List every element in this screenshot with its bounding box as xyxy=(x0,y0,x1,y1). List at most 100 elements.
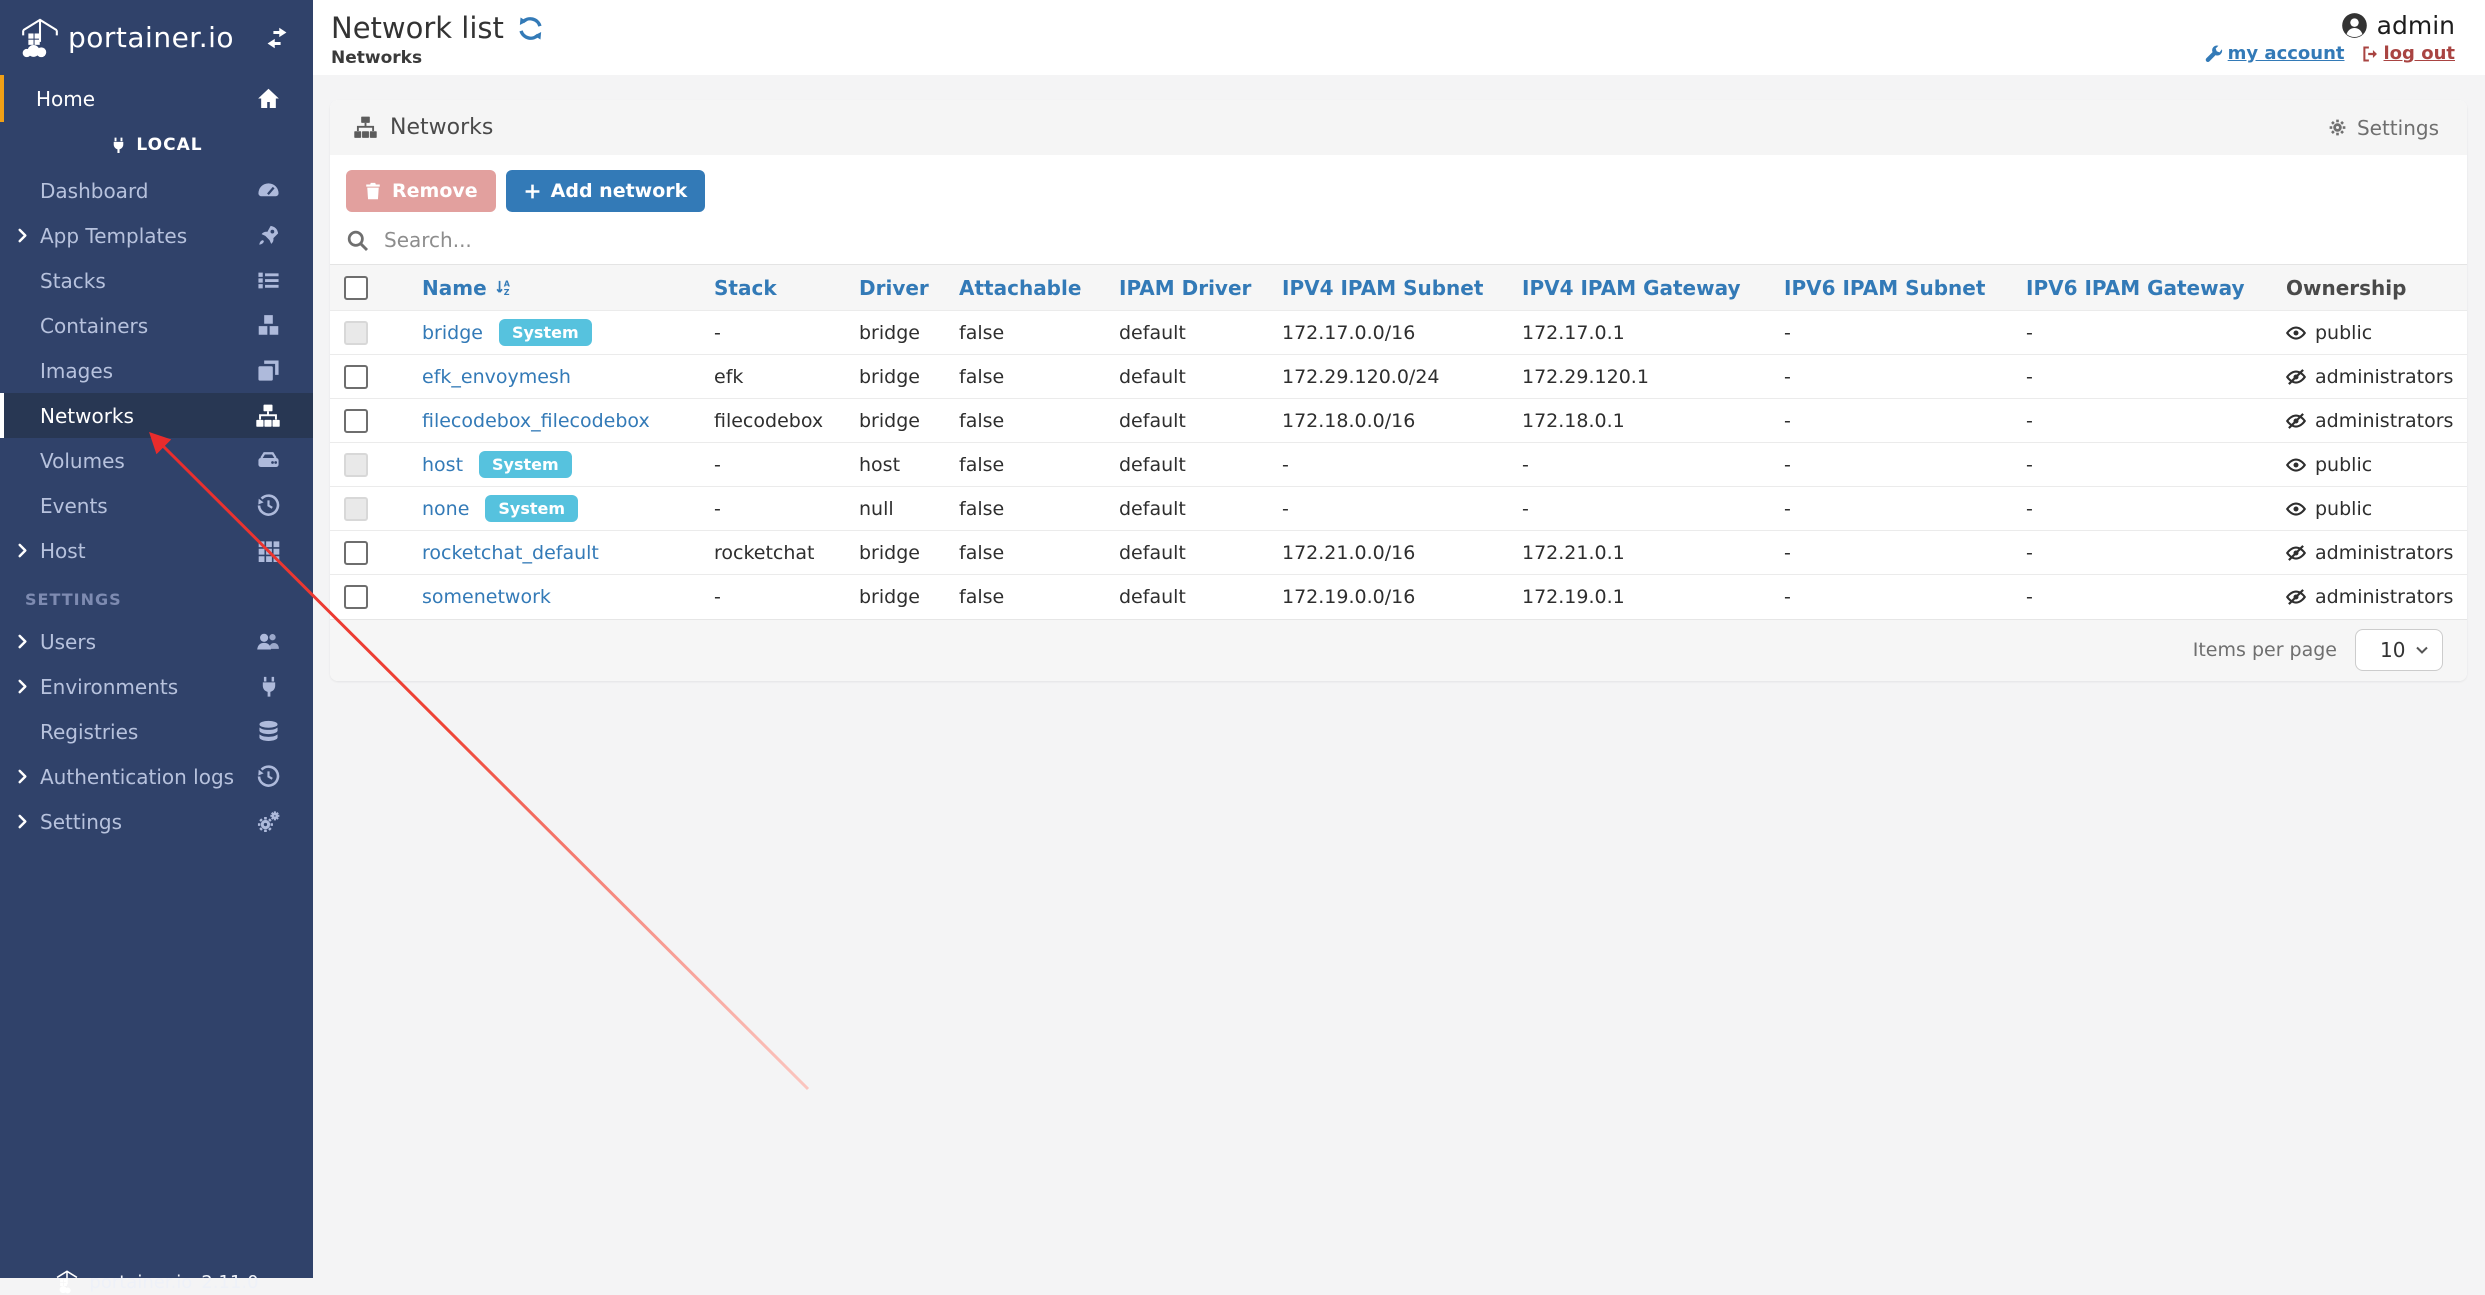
items-per-page-select[interactable]: 10 xyxy=(2355,629,2443,671)
sidebar-collapse-icon[interactable] xyxy=(265,26,289,50)
cell-ipv4_subnet: 172.17.0.0/16 xyxy=(1282,321,1416,344)
sidebar-item-networks[interactable]: Networks xyxy=(0,393,313,438)
cell-ipv4_subnet: - xyxy=(1282,453,1289,476)
sidebar-item-volumes[interactable]: Volumes xyxy=(0,438,313,483)
network-name-link[interactable]: none xyxy=(422,497,470,520)
networks-table-body: bridge System - bridge false default 172… xyxy=(330,310,2467,619)
search-icon xyxy=(346,229,369,252)
chevron-right-icon xyxy=(15,543,30,558)
log-out-link[interactable]: log out xyxy=(2361,43,2455,64)
svg-text:Z: Z xyxy=(503,288,509,296)
plug-icon xyxy=(110,137,127,154)
column-header-ipam-driver[interactable]: IPAM Driver xyxy=(1119,275,1252,300)
home-icon xyxy=(257,87,280,110)
table-settings-button[interactable]: Settings xyxy=(2327,116,2439,140)
gears-icon xyxy=(256,810,280,834)
sidebar-item-dashboard[interactable]: Dashboard xyxy=(0,168,313,213)
sidebar-logo-row[interactable]: portainer.io xyxy=(0,0,313,75)
sidebar-item-images[interactable]: Images xyxy=(0,348,313,393)
column-header-ipv6-subnet[interactable]: IPV6 IPAM Subnet xyxy=(1784,275,1986,300)
cell-ipam_driver: default xyxy=(1119,541,1186,564)
column-header-ipv4-gateway[interactable]: IPV4 IPAM Gateway xyxy=(1522,275,1741,300)
eye-icon xyxy=(2286,323,2306,343)
row-checkbox[interactable] xyxy=(344,364,368,389)
ownership-label: administrators xyxy=(2315,585,2454,608)
system-badge: System xyxy=(498,319,592,346)
ownership-label: administrators xyxy=(2315,409,2454,432)
network-name-link[interactable]: bridge xyxy=(422,321,483,344)
breadcrumb: Networks xyxy=(331,48,423,68)
environments-label: Environments xyxy=(40,674,179,699)
sidebar-item-stacks[interactable]: Stacks xyxy=(0,258,313,303)
sidebar-item-containers[interactable]: Containers xyxy=(0,303,313,348)
sidebar-item-users[interactable]: Users xyxy=(0,619,313,664)
page-header: Network list Networks admin xyxy=(313,0,2485,75)
dashboard-label: Dashboard xyxy=(40,178,149,203)
cell-ipam_driver: default xyxy=(1119,321,1186,344)
sidebar-item-registries[interactable]: Registries xyxy=(0,709,313,754)
system-badge: System xyxy=(479,451,572,478)
volumes-label: Volumes xyxy=(40,448,125,473)
column-header-ipv4-subnet[interactable]: IPV4 IPAM Subnet xyxy=(1282,275,1484,300)
wrench-icon xyxy=(2205,45,2223,63)
cell-attachable: false xyxy=(959,365,1005,388)
cell-ipv6_subnet: - xyxy=(1784,497,1791,520)
ownership-label: administrators xyxy=(2315,541,2454,564)
stacks-label: Stacks xyxy=(40,268,106,293)
column-header-name[interactable]: Name A Z xyxy=(422,276,692,300)
select-all-checkbox[interactable] xyxy=(344,275,368,300)
network-name-link[interactable]: somenetwork xyxy=(422,585,551,608)
add-network-button[interactable]: Add network xyxy=(505,170,706,212)
search-input[interactable] xyxy=(384,228,2451,252)
column-header-driver[interactable]: Driver xyxy=(859,275,929,300)
row-checkbox[interactable] xyxy=(344,408,368,433)
trash-icon xyxy=(364,182,382,200)
endpoint-section-header: LOCAL xyxy=(0,122,313,168)
cell-driver: bridge xyxy=(859,541,920,564)
sitemap-icon xyxy=(256,404,280,428)
networks-widget: Networks Settings xyxy=(330,100,2467,681)
column-header-ipv6-gateway[interactable]: IPV6 IPAM Gateway xyxy=(2026,275,2245,300)
cell-attachable: false xyxy=(959,585,1005,608)
sidebar-item-events[interactable]: Events xyxy=(0,483,313,528)
refresh-icon[interactable] xyxy=(517,15,544,42)
sitemap-icon xyxy=(354,116,377,139)
table-row: rocketchat_default rocketchat bridge fal… xyxy=(330,530,2467,575)
list-icon xyxy=(257,269,280,292)
add-network-label: Add network xyxy=(550,180,688,202)
sidebar-footer: portainer.io 2.11.0 xyxy=(0,1269,313,1295)
column-header-attachable[interactable]: Attachable xyxy=(959,275,1082,300)
history-icon xyxy=(257,494,280,517)
row-checkbox[interactable] xyxy=(344,584,368,609)
cell-ipv4_gateway: - xyxy=(1522,453,1529,476)
rocket-icon xyxy=(257,224,280,247)
system-badge: System xyxy=(485,495,579,522)
sidebar-item-authentication-logs[interactable]: Authentication logs xyxy=(0,754,313,799)
my-account-link[interactable]: my account xyxy=(2205,43,2345,64)
sidebar-item-home[interactable]: Home xyxy=(0,75,313,122)
items-per-page-value: 10 xyxy=(2380,638,2406,662)
plug-icon xyxy=(258,676,280,698)
authentication-logs-label: Authentication logs xyxy=(40,764,235,789)
items-per-page-label: Items per page xyxy=(2192,639,2337,661)
sidebar-item-settings[interactable]: Settings xyxy=(0,799,313,844)
sidebar-item-environments[interactable]: Environments xyxy=(0,664,313,709)
settings-section-header: SETTINGS xyxy=(25,590,122,609)
network-name-link[interactable]: filecodebox_filecodebox xyxy=(422,409,650,432)
cell-ipv6_gateway: - xyxy=(2026,453,2033,476)
plus-icon xyxy=(524,183,541,200)
network-name-link[interactable]: host xyxy=(422,453,464,476)
row-checkbox xyxy=(344,496,368,521)
remove-button[interactable]: Remove xyxy=(346,170,496,212)
sidebar-item-app-templates[interactable]: App Templates xyxy=(0,213,313,258)
column-header-stack[interactable]: Stack xyxy=(714,275,777,300)
network-name-link[interactable]: efk_envoymesh xyxy=(422,365,571,388)
containers-label: Containers xyxy=(40,313,149,338)
cell-stack: - xyxy=(714,497,721,520)
row-checkbox[interactable] xyxy=(344,540,368,565)
hdd-icon xyxy=(257,449,280,472)
ownership-label: public xyxy=(2315,453,2373,476)
network-name-link[interactable]: rocketchat_default xyxy=(422,541,599,564)
sidebar-item-host[interactable]: Host xyxy=(0,528,313,573)
cell-driver: bridge xyxy=(859,409,920,432)
